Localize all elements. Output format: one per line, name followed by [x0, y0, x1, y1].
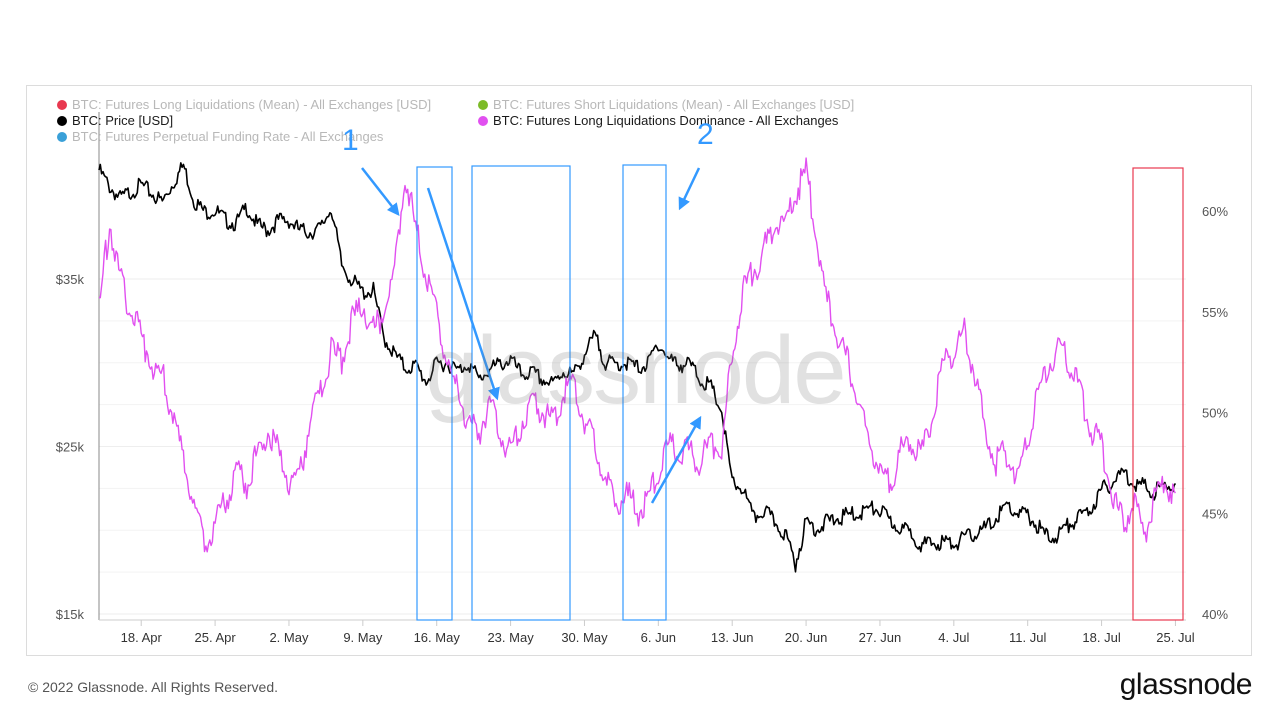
highlight-box-blue: [622, 164, 667, 621]
x-tick-label: 2. May: [269, 630, 309, 645]
legend-item-short-liquidations[interactable]: BTC: Futures Short Liquidations (Mean) -…: [478, 97, 854, 112]
y-left-tick-label: $25k: [56, 440, 85, 455]
x-tick-label: 20. Jun: [785, 630, 828, 645]
highlight-box-red: [1132, 167, 1184, 621]
legend-dot-short-liquidations: [478, 99, 488, 110]
legend-item-price[interactable]: BTC: Price [USD]: [57, 113, 173, 128]
y-right-tick-label: 60%: [1202, 204, 1228, 219]
highlight-box-blue: [471, 165, 571, 621]
series-layer: [98, 157, 1177, 573]
x-tick-label: 11. Jul: [1009, 630, 1046, 645]
series-line-price: [98, 162, 1177, 573]
legend-label: BTC: Futures Perpetual Funding Rate - Al…: [72, 129, 384, 144]
copyright-text: © 2022 Glassnode. All Rights Reserved.: [28, 679, 279, 695]
highlight-box-blue: [416, 166, 453, 621]
legend-dot-price: [57, 115, 67, 126]
annotation-arrow: [361, 167, 400, 216]
y-left-tick-label: $15k: [56, 607, 85, 622]
legend-item-dominance[interactable]: BTC: Futures Long Liquidations Dominance…: [478, 113, 838, 128]
x-tick-label: 13. Jun: [711, 630, 754, 645]
legend-dot-dominance: [478, 115, 488, 126]
x-tick-label: 16. May: [414, 630, 461, 645]
x-tick-label: 4. Jul: [938, 630, 969, 645]
annotation-arrows: [361, 167, 702, 504]
annotation-arrow: [678, 167, 701, 211]
legend-label: BTC: Price [USD]: [72, 113, 174, 128]
grid-lines: [99, 278, 1186, 615]
legend-item-long-liquidations[interactable]: BTC: Futures Long Liquidations (Mean) - …: [57, 97, 431, 112]
annotation-arrow: [426, 187, 500, 401]
x-tick-label: 30. May: [561, 630, 608, 645]
y-right-tick-label: 40%: [1202, 607, 1228, 622]
chart-frame: [26, 85, 1252, 656]
highlight-boxes: [416, 164, 1184, 621]
y-axis-left: $35k $25k $15k: [56, 272, 85, 622]
annotation-label-2: 2: [697, 118, 714, 151]
legend-label: BTC: Futures Long Liquidations Dominance…: [493, 113, 839, 128]
x-axis: 18. Apr 25. Apr 2. May 9. May 16. May 23. May…: [98, 112, 1195, 645]
y-left-tick-label: $35k: [56, 272, 85, 287]
legend-dot-long-liquidations: [57, 99, 67, 110]
series-line-dominance: [99, 157, 1176, 553]
x-tick-label: 23. May: [487, 630, 534, 645]
y-right-tick-label: 50%: [1202, 406, 1228, 421]
watermark: glassnode: [425, 317, 847, 424]
legend-label: BTC: Futures Short Liquidations (Mean) -…: [493, 97, 855, 112]
x-tick-label: 25. Apr: [194, 630, 236, 645]
legend-label: BTC: Futures Long Liquidations (Mean) - …: [72, 97, 432, 112]
x-tick-label: 27. Jun: [859, 630, 902, 645]
legend-dot-funding-rate: [57, 131, 67, 142]
x-tick-label: 9. May: [343, 630, 383, 645]
x-tick-label: 25. Jul: [1156, 630, 1194, 645]
legend-item-funding-rate[interactable]: BTC: Futures Perpetual Funding Rate - Al…: [57, 129, 383, 144]
x-tick-label: 18. Jul: [1082, 630, 1120, 645]
x-tick-label: 18. Apr: [121, 630, 163, 645]
annotation-arrow: [650, 415, 702, 504]
y-axis-right: 60% 55% 50% 45% 40%: [1202, 204, 1228, 622]
y-right-tick-label: 55%: [1202, 305, 1228, 320]
brand-logo: glassnode: [1119, 668, 1253, 701]
annotation-label-1: 1: [342, 124, 359, 157]
x-tick-label: 6. Jun: [641, 630, 676, 645]
y-right-tick-label: 45%: [1202, 506, 1228, 521]
